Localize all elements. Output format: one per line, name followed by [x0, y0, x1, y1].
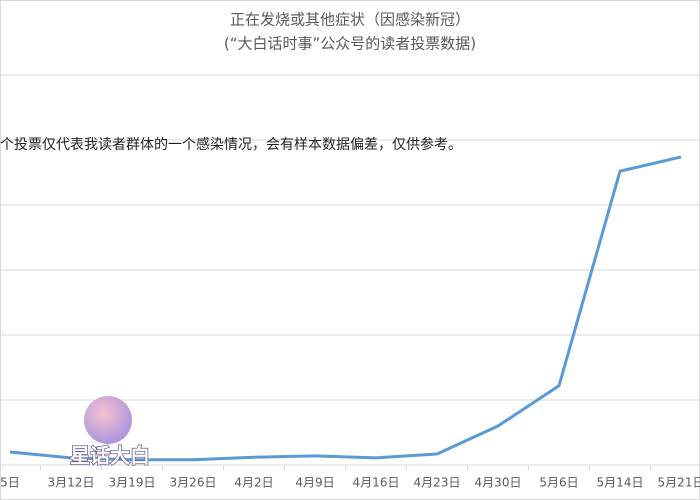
x-tick-label: 3月19日 — [109, 476, 156, 490]
watermark-logo — [84, 396, 132, 444]
grid: 5日 3月12日 3月19日 3月26日 4月2日 4月9日 4月16日 4月23日 4月30日… — [0, 74, 700, 490]
x-tick-label: 3月12日 — [48, 476, 95, 490]
x-tick-label: 5月21日 — [658, 476, 700, 490]
watermark: 星话大白 — [70, 444, 150, 468]
x-tick-label: 4月23日 — [414, 476, 461, 490]
x-tick-label: 4月30日 — [475, 476, 522, 490]
chart-title: 正在发烧或其他症状（因感染新冠） — [230, 11, 470, 29]
x-tick-label: 3月26日 — [170, 476, 217, 490]
x-tick-label: 5月6日 — [539, 476, 578, 490]
x-tick-label: 4月16日 — [353, 476, 400, 490]
x-tick-label: 4月9日 — [295, 476, 334, 490]
line — [9, 155, 682, 462]
annotation: 个投票仅代表我读者群体的一个感染情况，会有样本数据偏差，仅供参考。 — [0, 136, 462, 153]
x-tick-label: 5月14日 — [597, 476, 644, 490]
x-tick-label: 5日 — [0, 476, 20, 490]
x-tick-label: 4月2日 — [234, 476, 273, 490]
plot — [9, 155, 682, 462]
chart-subtitle: (“大白话时事”公众号的读者投票数据) — [224, 35, 476, 53]
